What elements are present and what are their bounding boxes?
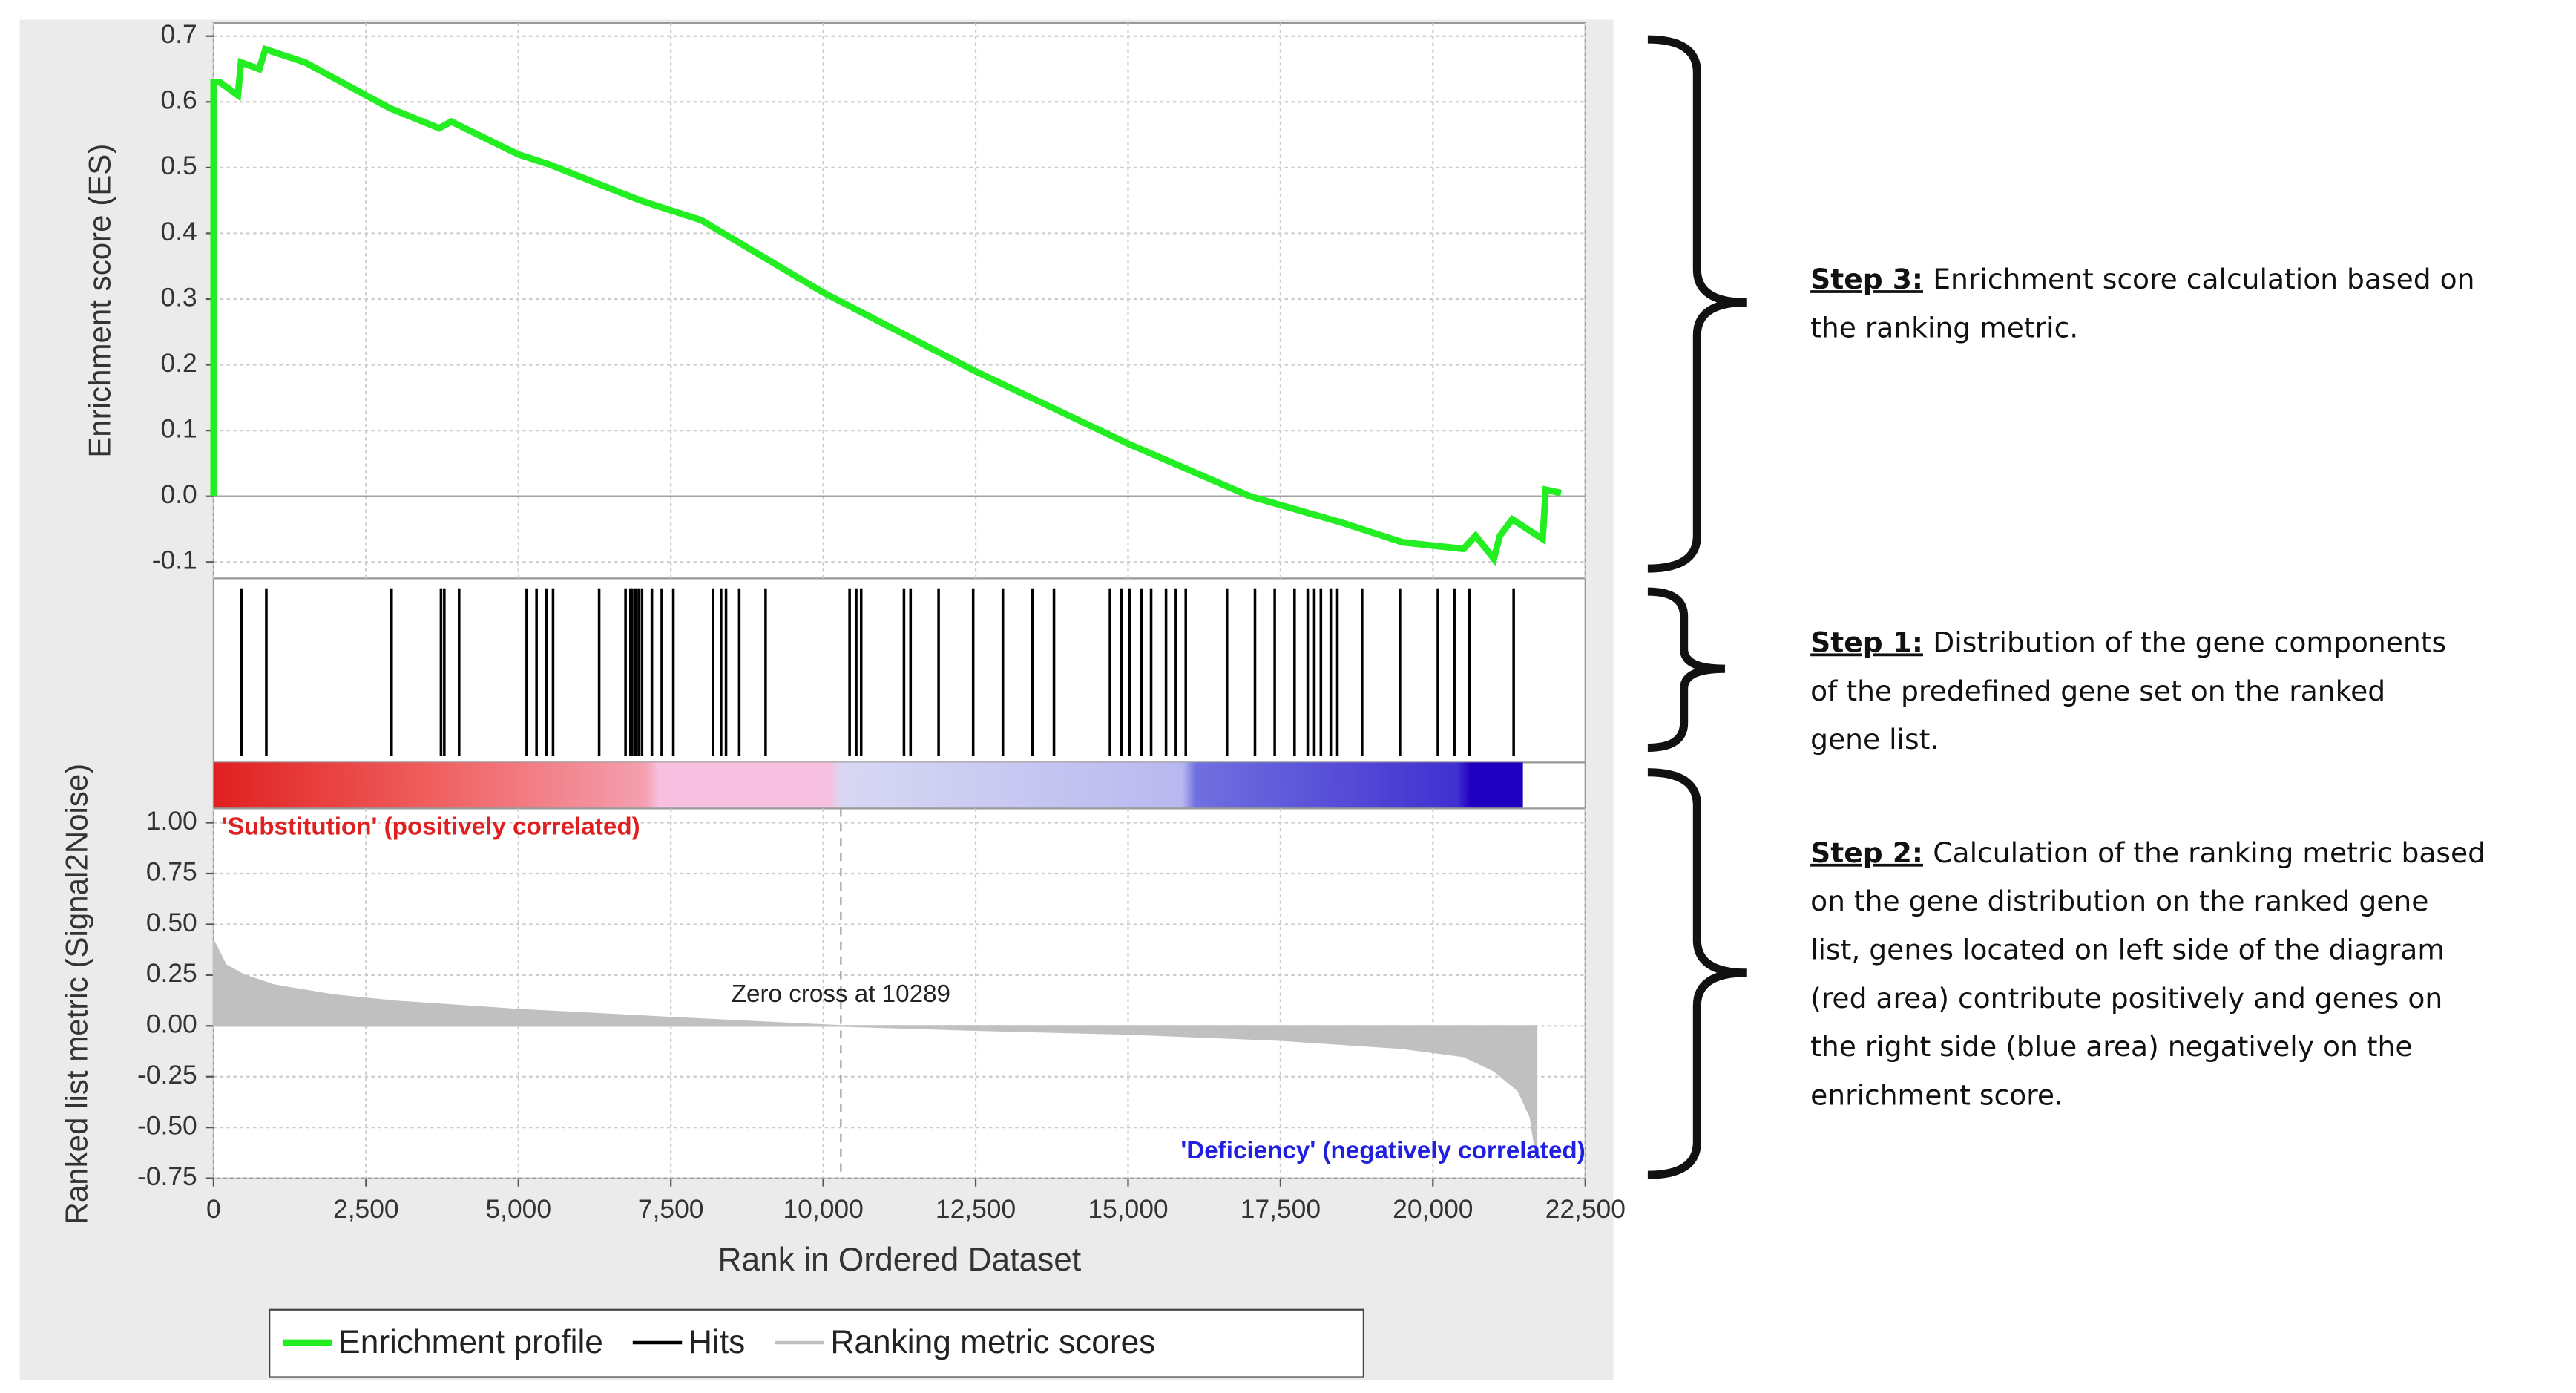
y-tick-label: 0.25 <box>146 958 197 988</box>
x-tick-label: 17,500 <box>1241 1194 1321 1224</box>
y-tick-label: 1.00 <box>146 806 197 836</box>
y-tick-label: 0.75 <box>146 856 197 886</box>
braces <box>1647 35 1747 1179</box>
brace <box>1647 768 1747 1179</box>
metric-area <box>212 940 1538 1158</box>
x-tick-label: 7,500 <box>638 1194 704 1224</box>
step-text: list, genes located on left side of the … <box>1810 934 2445 966</box>
step-label: Step 3: <box>1810 263 1923 295</box>
y-tick-label: 0.5 <box>161 151 197 180</box>
step-text: the ranking metric. <box>1810 311 2078 344</box>
annotation-zero: Zero cross at 10289 <box>732 980 950 1008</box>
brace <box>1647 587 1726 753</box>
y-tick-label: -0.75 <box>137 1161 197 1191</box>
x-tick-label: 0 <box>206 1194 221 1224</box>
x-axis-title: Rank in Ordered Dataset <box>718 1242 1082 1278</box>
color-bar <box>213 762 1523 809</box>
x-tick-label: 2,500 <box>333 1194 399 1224</box>
step-text: of the predefined gene set on the ranked <box>1810 675 2385 707</box>
legend-label: Hits <box>689 1324 745 1360</box>
x-tick-label: 12,500 <box>936 1194 1016 1224</box>
x-tick-label: 5,000 <box>485 1194 551 1224</box>
x-tick-label: 15,000 <box>1088 1194 1168 1224</box>
step-text: on the gene distribution on the ranked g… <box>1810 885 2428 917</box>
step-text: Calculation of the ranking metric based <box>1933 836 2485 869</box>
y-tick-label: 0.1 <box>161 413 197 443</box>
step-text: enrichment score. <box>1810 1078 2063 1111</box>
y-tick-label: 0.00 <box>146 1009 197 1039</box>
y-tick-label: 0.0 <box>161 479 197 509</box>
brace <box>1647 35 1747 573</box>
annotation-positive: 'Substitution' (positively correlated) <box>222 813 640 841</box>
step-text: the right side (blue area) negatively on… <box>1810 1030 2412 1063</box>
x-tick-label: 20,000 <box>1393 1194 1473 1224</box>
y-tick-label: 0.50 <box>146 908 197 937</box>
y-tick-label: 0.7 <box>161 19 197 49</box>
y-tick-label: -0.25 <box>137 1060 197 1089</box>
x-tick-label: 10,000 <box>783 1194 863 1224</box>
legend-label: Enrichment profile <box>338 1324 603 1360</box>
es-line <box>210 45 1562 566</box>
y-tick-label: 0.4 <box>161 217 197 246</box>
x-tick-label: 22,500 <box>1545 1194 1626 1224</box>
step-text: Enrichment score calculation based on <box>1933 263 2474 295</box>
y-tick-label: 0.6 <box>161 85 197 115</box>
y-tick-label: -0.1 <box>152 545 197 575</box>
step-text: gene list. <box>1810 723 1939 756</box>
step-label: Step 2: <box>1810 836 1923 869</box>
y-tick-label: -0.50 <box>137 1111 197 1141</box>
y-tick-label: 0.3 <box>161 282 197 312</box>
y-axis-title: Enrichment score (ES) <box>82 144 116 458</box>
step-label: Step 1: <box>1810 626 1923 658</box>
y-tick-label: 0.2 <box>161 348 197 378</box>
y-axis-title: Ranked list metric (Signal2Noise) <box>59 764 93 1225</box>
step-text: (red area) contribute positively and gen… <box>1810 982 2442 1015</box>
step-text: Distribution of the gene components <box>1933 626 2446 658</box>
annotation-negative: 'Deficiency' (negatively correlated) <box>1180 1137 1585 1164</box>
legend-label: Ranking metric scores <box>830 1324 1155 1360</box>
